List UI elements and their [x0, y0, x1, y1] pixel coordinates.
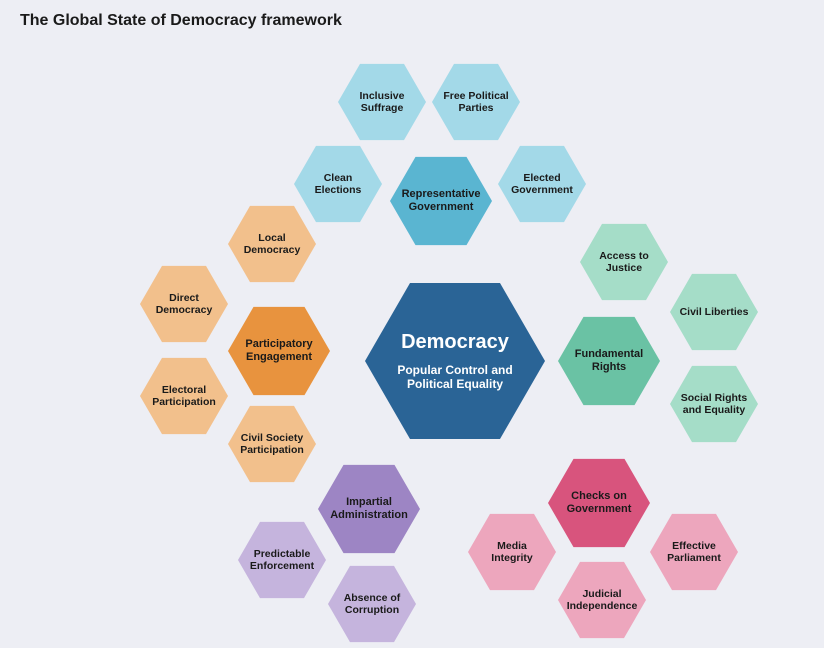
hex-label: Fundamental Rights: [558, 348, 660, 373]
hex-label: Participatory Engagement: [228, 338, 330, 363]
hex-label: Judicial Independence: [558, 588, 646, 612]
center-title: Democracy: [401, 331, 509, 354]
hex-node-freeparties: Free Political Parties: [432, 58, 520, 146]
hex-label: Impartial Administration: [318, 496, 420, 521]
hex-node-clean: Clean Elections: [294, 140, 382, 228]
hex-node-impartial: Impartial Administration: [318, 458, 420, 560]
hex-node-media: Media Integrity: [468, 508, 556, 596]
hex-label: Local Democracy: [228, 232, 316, 256]
hex-node-civilsoc: Civil Society Participation: [228, 400, 316, 488]
hex-node-repgov: Representative Government: [390, 150, 492, 252]
hex-label: Civil Society Participation: [228, 432, 316, 456]
hex-node-socrights: Social Rights and Equality: [670, 360, 758, 448]
hex-node-elected: Elected Government: [498, 140, 586, 228]
hex-node-center: Democracy Popular Control and Political E…: [365, 271, 545, 451]
hex-node-access: Access to Justice: [580, 218, 668, 306]
hex-node-absence: Absence of Corruption: [328, 560, 416, 648]
hex-node-electoral: Electoral Participation: [140, 352, 228, 440]
hex-node-judicial: Judicial Independence: [558, 556, 646, 644]
page-title: The Global State of Democracy framework: [20, 12, 342, 30]
hex-label: Elected Government: [498, 172, 586, 196]
hex-node-predictable: Predictable Enforcement: [238, 516, 326, 604]
hex-label: Access to Justice: [580, 250, 668, 274]
hex-node-direct: Direct Democracy: [140, 260, 228, 348]
hex-label: Absence of Corruption: [328, 592, 416, 616]
hex-node-civlib: Civil Liberties: [670, 268, 758, 356]
hex-label: Civil Liberties: [672, 306, 757, 318]
hex-node-parliament: Effective Parliament: [650, 508, 738, 596]
hex-label: Direct Democracy: [140, 292, 228, 316]
hex-label: Predictable Enforcement: [238, 548, 326, 572]
hex-label: Checks on Government: [548, 490, 650, 515]
hex-node-inclusive: Inclusive Suffrage: [338, 58, 426, 146]
hex-node-local: Local Democracy: [228, 200, 316, 288]
hex-label: Clean Elections: [294, 172, 382, 196]
hex-node-particip: Participatory Engagement: [228, 300, 330, 402]
hex-label: Representative Government: [390, 188, 492, 213]
hex-label: Electoral Participation: [140, 384, 228, 408]
hex-node-fundrights: Fundamental Rights: [558, 310, 660, 412]
center-subtitle: Popular Control and Political Equality: [365, 364, 545, 392]
hex-label: Social Rights and Equality: [670, 392, 758, 416]
hex-label: Free Political Parties: [432, 90, 520, 114]
hex-label: Media Integrity: [468, 540, 556, 564]
hex-label: Inclusive Suffrage: [338, 90, 426, 114]
hex-label: Effective Parliament: [650, 540, 738, 564]
hex-node-checks: Checks on Government: [548, 452, 650, 554]
